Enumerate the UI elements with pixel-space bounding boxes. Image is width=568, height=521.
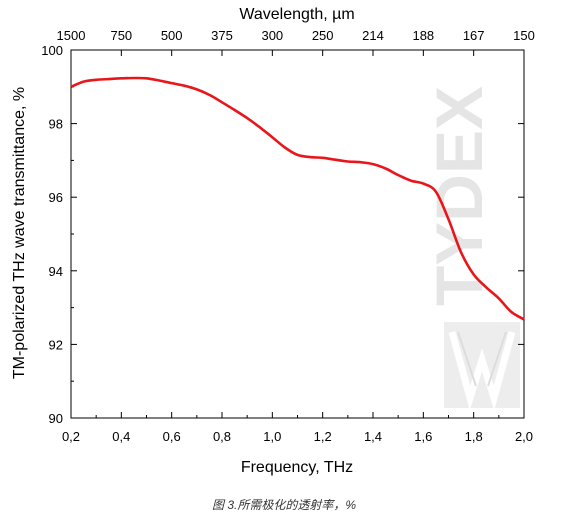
x-tick-label: 0,2 bbox=[62, 429, 80, 444]
top-tick-label: 150 bbox=[513, 28, 535, 43]
top-tick-label: 250 bbox=[312, 28, 334, 43]
top-tick-label: 500 bbox=[161, 28, 183, 43]
x-axis-title: Frequency, THz bbox=[241, 459, 353, 476]
x-tick-label: 1,2 bbox=[314, 429, 332, 444]
x-tick-label: 0,8 bbox=[213, 429, 231, 444]
y-tick-label: 92 bbox=[49, 337, 63, 352]
top-axis-title: Wavelength, µm bbox=[239, 6, 354, 23]
top-tick-label: 300 bbox=[261, 28, 283, 43]
y-tick-label: 94 bbox=[49, 264, 63, 279]
y-tick-label: 90 bbox=[49, 411, 63, 426]
tydex-watermark: TYDEX bbox=[422, 86, 520, 408]
x-tick-label: 0,4 bbox=[112, 429, 130, 444]
y-axis-title: TM-polarized THz wave transmittance, % bbox=[11, 87, 28, 379]
y-tick-label: 100 bbox=[41, 43, 63, 58]
x-tick-label: 1,6 bbox=[414, 429, 432, 444]
x-axis-top: 1500 750 500 375 300 250 214 188 167 150 bbox=[57, 28, 535, 56]
x-tick-label: 0,6 bbox=[163, 429, 181, 444]
top-tick-label: 750 bbox=[110, 28, 132, 43]
x-tick-label: 1,4 bbox=[364, 429, 382, 444]
tydex-logo-icon bbox=[444, 322, 520, 408]
top-tick-label: 1500 bbox=[57, 28, 86, 43]
figure-caption: 图 3.所需极化的透射率，% bbox=[0, 496, 568, 513]
top-tick-label: 167 bbox=[463, 28, 485, 43]
top-tick-label: 214 bbox=[362, 28, 384, 43]
tydex-watermark-text: TYDEX bbox=[422, 86, 496, 306]
x-tick-label: 2,0 bbox=[515, 429, 533, 444]
x-axis-bottom: 0,2 0,4 0,6 0,8 1,0 1,2 1,4 1,6 1,8 2,0 bbox=[62, 412, 533, 444]
x-tick-label: 1,8 bbox=[465, 429, 483, 444]
y-tick-label: 96 bbox=[49, 190, 63, 205]
top-tick-label: 188 bbox=[412, 28, 434, 43]
y-tick-label: 98 bbox=[49, 117, 63, 132]
top-tick-label: 375 bbox=[211, 28, 233, 43]
chart: TYDEX 0,2 0,4 0,6 0,8 1,0 1,2 1,4 1,6 1,8 2,0 150… bbox=[0, 0, 568, 496]
x-tick-label: 1,0 bbox=[263, 429, 281, 444]
